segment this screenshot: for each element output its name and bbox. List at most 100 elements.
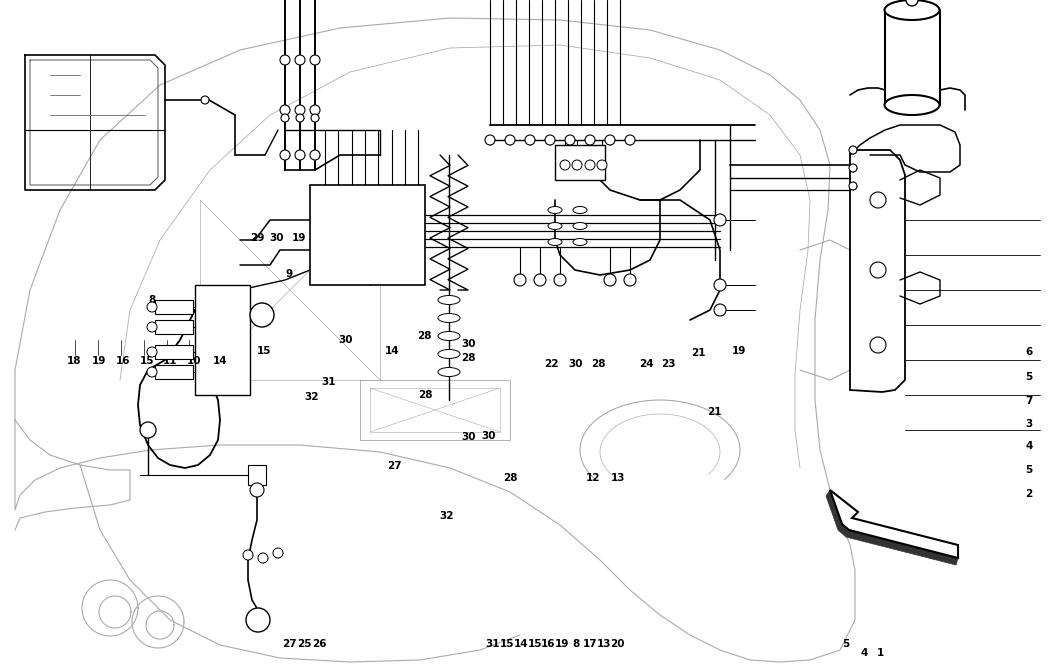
Circle shape — [605, 135, 615, 145]
Text: 25: 25 — [297, 639, 311, 649]
Circle shape — [585, 135, 595, 145]
Text: 28: 28 — [417, 331, 432, 342]
Circle shape — [147, 367, 157, 377]
Circle shape — [140, 422, 156, 438]
Text: 13: 13 — [610, 472, 625, 483]
Text: 14: 14 — [213, 356, 227, 366]
Circle shape — [714, 304, 726, 316]
Text: 5: 5 — [843, 639, 849, 649]
Text: 21: 21 — [707, 406, 722, 417]
Text: 28: 28 — [418, 390, 433, 400]
Ellipse shape — [573, 238, 587, 246]
Circle shape — [566, 135, 575, 145]
Circle shape — [560, 160, 570, 170]
Text: 21: 21 — [691, 348, 706, 358]
Polygon shape — [826, 490, 958, 565]
Bar — [155, 320, 193, 334]
Circle shape — [258, 553, 268, 563]
Text: 30: 30 — [482, 431, 496, 442]
Ellipse shape — [438, 332, 460, 340]
Text: 30: 30 — [338, 335, 353, 346]
Text: 3: 3 — [1026, 418, 1032, 429]
Circle shape — [514, 274, 526, 286]
Text: 28: 28 — [503, 472, 518, 483]
Text: 4: 4 — [861, 647, 867, 658]
Text: 16: 16 — [541, 639, 556, 649]
Circle shape — [281, 114, 289, 122]
Text: 6: 6 — [1026, 346, 1032, 357]
Text: 5: 5 — [1026, 465, 1032, 476]
Text: 9: 9 — [286, 269, 292, 280]
Bar — [555, 145, 605, 180]
Text: 18: 18 — [67, 356, 82, 366]
Ellipse shape — [573, 206, 587, 214]
Text: 19: 19 — [291, 233, 306, 244]
Bar — [248, 465, 266, 485]
Circle shape — [280, 105, 290, 115]
Bar — [155, 300, 193, 314]
Text: 12: 12 — [586, 472, 601, 483]
Circle shape — [310, 105, 320, 115]
Text: 7: 7 — [1026, 396, 1032, 406]
Circle shape — [273, 548, 283, 558]
Circle shape — [604, 274, 615, 286]
Circle shape — [250, 303, 274, 327]
Ellipse shape — [549, 206, 562, 214]
Text: 2: 2 — [1026, 489, 1032, 500]
Text: 28: 28 — [461, 352, 476, 363]
Circle shape — [485, 135, 495, 145]
Circle shape — [714, 279, 726, 291]
Circle shape — [714, 214, 726, 226]
Ellipse shape — [438, 314, 460, 322]
Bar — [155, 345, 193, 359]
Circle shape — [572, 160, 583, 170]
Text: 11: 11 — [163, 356, 178, 366]
Circle shape — [147, 302, 157, 312]
Circle shape — [147, 322, 157, 332]
Circle shape — [597, 160, 607, 170]
Text: 31: 31 — [321, 377, 336, 388]
Ellipse shape — [438, 350, 460, 358]
Text: 23: 23 — [661, 359, 676, 370]
Circle shape — [296, 55, 305, 65]
Text: 10: 10 — [187, 356, 202, 366]
Text: 29: 29 — [250, 233, 265, 244]
Circle shape — [296, 114, 304, 122]
Text: 32: 32 — [439, 511, 454, 521]
Circle shape — [243, 550, 253, 560]
Circle shape — [625, 135, 635, 145]
Ellipse shape — [884, 95, 940, 115]
Text: 17: 17 — [583, 639, 597, 649]
Text: 8: 8 — [573, 639, 579, 649]
Circle shape — [280, 55, 290, 65]
Circle shape — [310, 55, 320, 65]
Bar — [310, 185, 425, 285]
Text: 15: 15 — [256, 346, 271, 356]
Circle shape — [147, 347, 157, 357]
Circle shape — [246, 608, 270, 632]
Circle shape — [534, 274, 546, 286]
Text: 8: 8 — [149, 294, 155, 305]
Circle shape — [296, 105, 305, 115]
Circle shape — [201, 96, 209, 104]
Text: 19: 19 — [731, 346, 746, 356]
Text: 30: 30 — [269, 233, 284, 244]
Bar — [195, 285, 250, 395]
Polygon shape — [830, 490, 958, 558]
Circle shape — [906, 0, 918, 6]
Circle shape — [870, 262, 885, 278]
Ellipse shape — [884, 0, 940, 20]
Circle shape — [849, 182, 857, 190]
Text: 30: 30 — [461, 432, 476, 442]
Circle shape — [280, 150, 290, 160]
Circle shape — [250, 483, 264, 497]
Text: 20: 20 — [610, 639, 625, 649]
Text: 30: 30 — [568, 359, 583, 370]
Text: 28: 28 — [591, 359, 606, 370]
Text: 1: 1 — [877, 647, 883, 658]
Circle shape — [505, 135, 514, 145]
Text: 32: 32 — [304, 392, 319, 402]
Circle shape — [870, 192, 885, 208]
Text: 14: 14 — [513, 639, 528, 649]
Text: 15: 15 — [500, 639, 514, 649]
